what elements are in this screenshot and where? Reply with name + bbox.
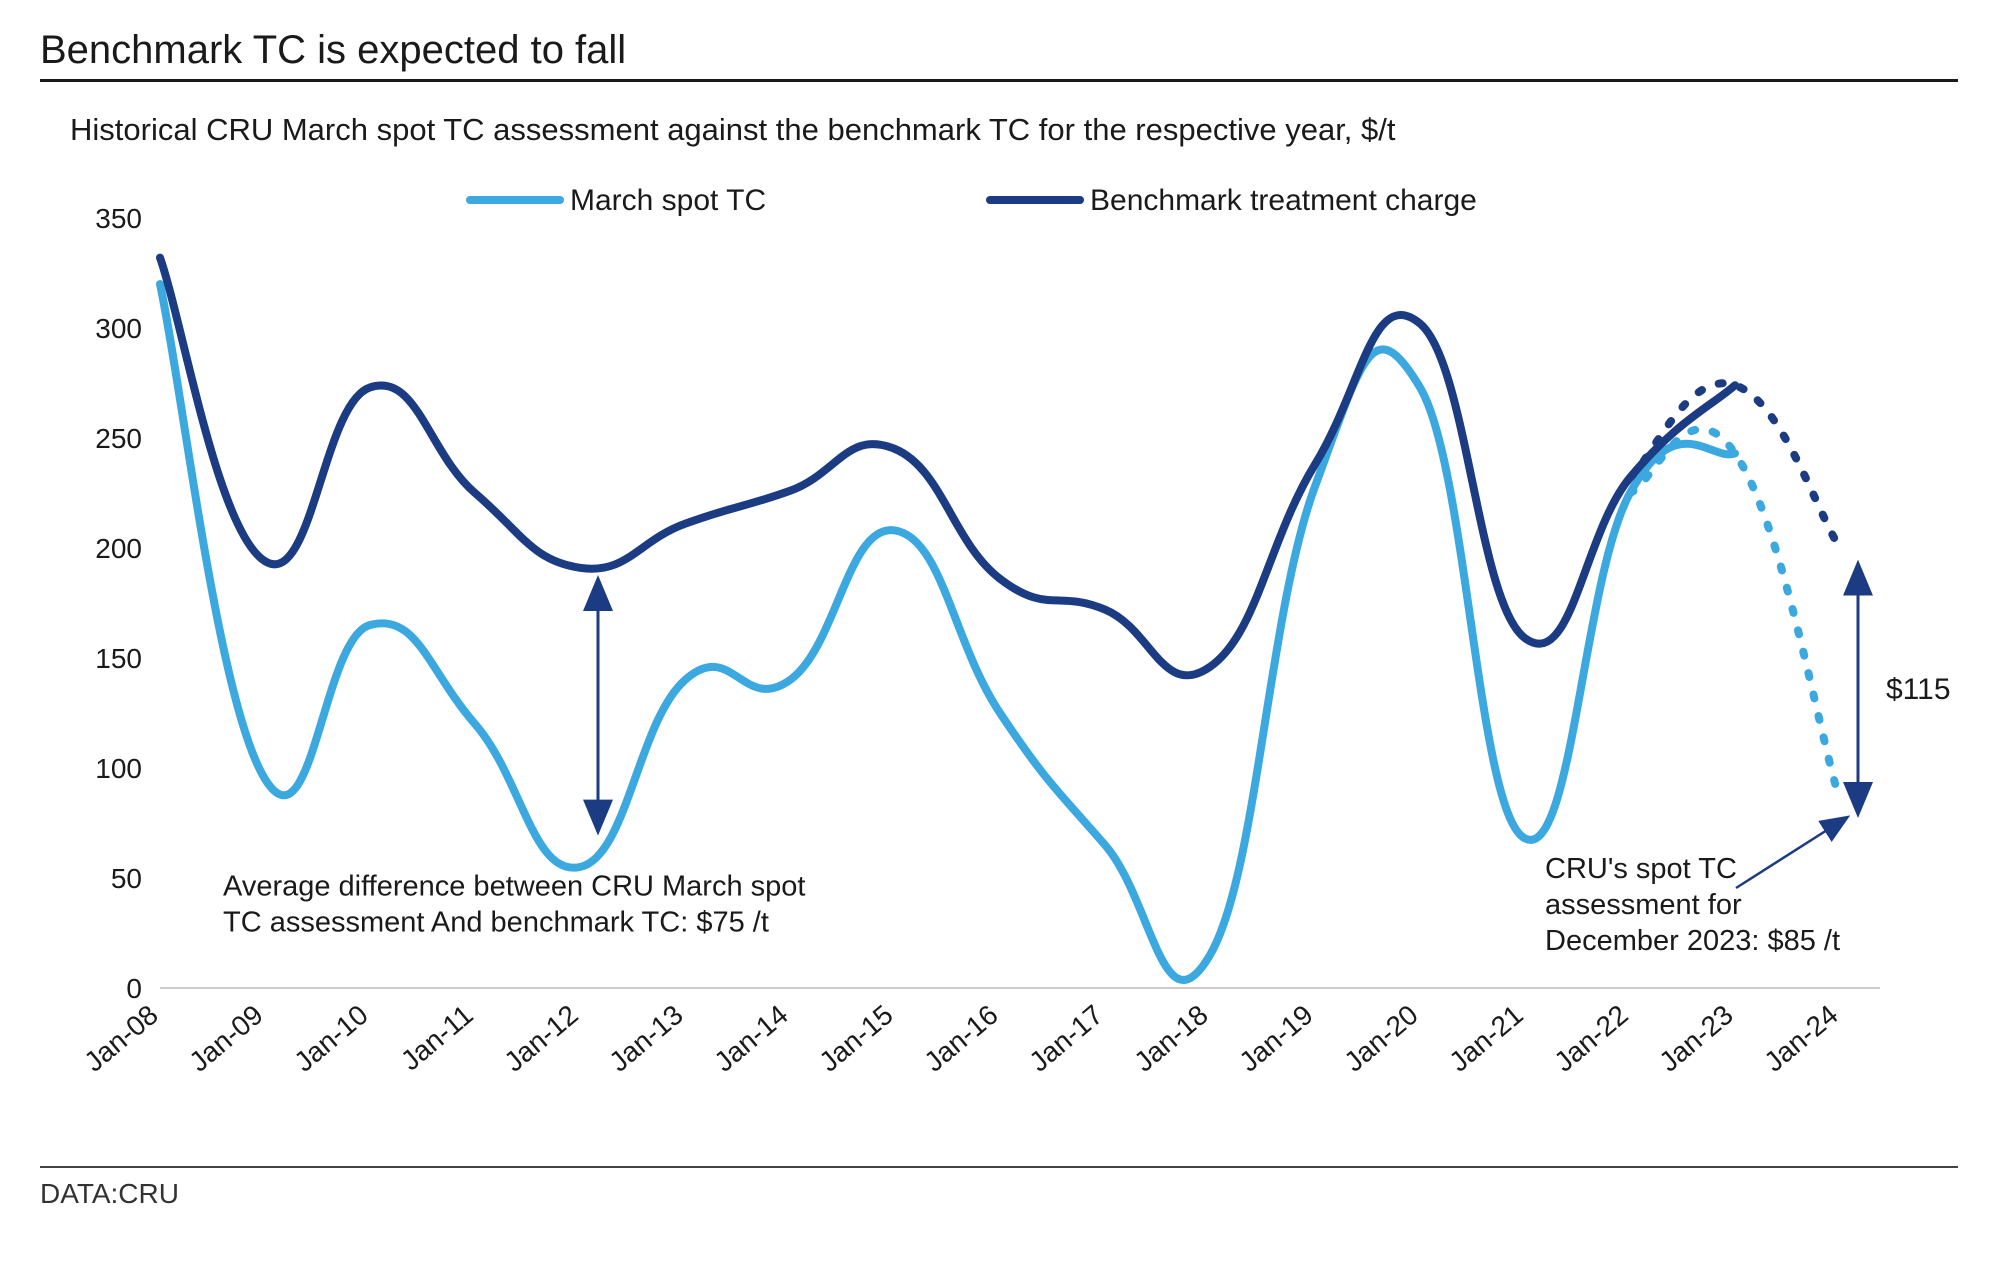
spot-pointer-arrow xyxy=(1736,818,1846,888)
spot-tc-annotation: CRU's spot TC xyxy=(1545,853,1737,885)
y-tick-label: 0 xyxy=(126,973,142,1004)
legend-label: March spot TC xyxy=(570,184,766,217)
x-tick-label: Jan-11 xyxy=(395,999,479,1076)
x-tick-label: Jan-23 xyxy=(1653,999,1739,1078)
avg-diff-annotation: TC assessment And benchmark TC: $75 /t xyxy=(223,907,769,939)
x-tick-label: Jan-10 xyxy=(288,999,374,1078)
y-tick-label: 100 xyxy=(95,753,142,784)
x-tick-label: Jan-20 xyxy=(1338,999,1424,1078)
y-tick-label: 150 xyxy=(95,643,142,674)
x-tick-label: Jan-18 xyxy=(1128,999,1214,1078)
x-tick-label: Jan-08 xyxy=(78,999,164,1078)
chart-title: Benchmark TC is expected to fall xyxy=(40,28,1958,82)
x-tick-label: Jan-21 xyxy=(1443,999,1529,1078)
x-tick-label: Jan-15 xyxy=(813,999,899,1078)
x-tick-label: Jan-19 xyxy=(1233,999,1319,1078)
avg-diff-annotation: Average difference between CRU March spo… xyxy=(223,871,805,903)
series-line-dotted xyxy=(1630,383,1840,548)
y-tick-label: 300 xyxy=(95,313,142,344)
chart-area: 0 50 100 150 200 250 300 350 Jan-08Jan-09Jan-10 J… xyxy=(40,158,1950,1158)
y-tick-label: 250 xyxy=(95,423,142,454)
series-line-dotted xyxy=(1630,429,1840,801)
y-tick-label: 350 xyxy=(95,203,142,234)
chart-subtitle: Historical CRU March spot TC assessment … xyxy=(70,112,1958,148)
x-tick-label: Jan-17 xyxy=(1023,999,1109,1078)
x-tick-label: Jan-13 xyxy=(603,999,689,1078)
x-tick-label: Jan-16 xyxy=(918,999,1004,1078)
data-source: DATA:CRU xyxy=(40,1178,1958,1210)
x-tick-label: Jan-12 xyxy=(498,999,584,1078)
x-tick-label: Jan-24 xyxy=(1758,999,1844,1078)
diff-label-right: $115 xyxy=(1886,673,1950,706)
x-tick-label: Jan-14 xyxy=(708,999,794,1078)
legend-label: Benchmark treatment charge xyxy=(1090,184,1477,217)
x-tick-label: Jan-09 xyxy=(183,999,269,1078)
y-tick-label: 50 xyxy=(111,863,142,894)
spot-tc-annotation: December 2023: $85 /t xyxy=(1545,925,1840,957)
x-tick-label: Jan-22 xyxy=(1548,999,1634,1078)
spot-tc-annotation: assessment for xyxy=(1545,889,1742,921)
y-tick-label: 200 xyxy=(95,533,142,564)
series-line xyxy=(160,258,1735,676)
